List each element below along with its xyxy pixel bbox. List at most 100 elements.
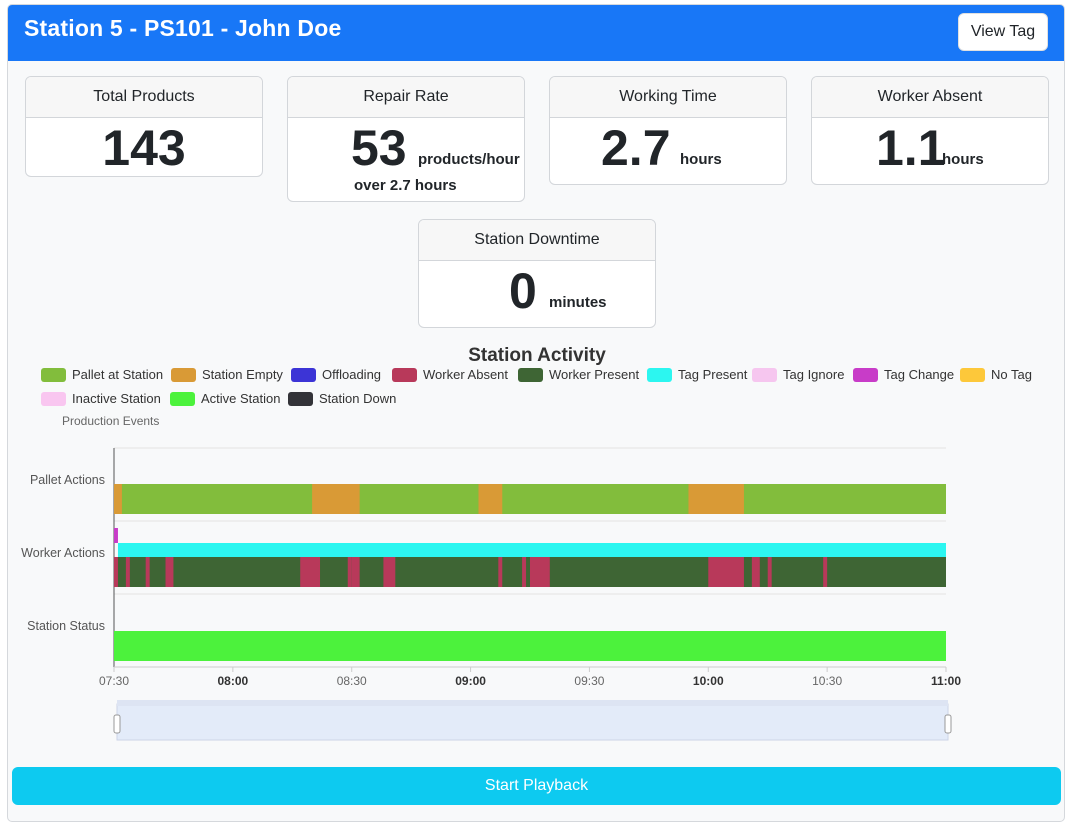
worker-absent-unit: hours (942, 151, 984, 168)
worker-absent-card: Worker Absent 1.1 hours (811, 76, 1049, 185)
worker-absent-segment (708, 557, 744, 587)
legend-label: Tag Present (678, 367, 748, 382)
navigator-top-bar[interactable] (117, 700, 948, 706)
legend-swatch (171, 367, 196, 382)
legend-item-inactive-station[interactable]: Inactive Station (41, 391, 161, 406)
legend-item-offloading[interactable]: Offloading (291, 367, 381, 382)
legend-label: Worker Present (549, 367, 640, 382)
working-time-card: Working Time 2.7 hours (549, 76, 787, 185)
station-card: Station 5 - PS101 - John Doe View Tag To… (7, 4, 1065, 822)
legend-swatch (392, 367, 417, 382)
worker-absent-segment (145, 557, 150, 587)
repair-rate-value: 53 (351, 120, 407, 176)
station-downtime-label: Station Downtime (419, 220, 655, 261)
x-tick-label: 09:00 (455, 674, 486, 688)
legend-item-active-station[interactable]: Active Station (170, 391, 281, 406)
total-products-label: Total Products (26, 77, 262, 118)
repair-rate-sub: over 2.7 hours (354, 177, 457, 194)
legend-label: No Tag (991, 367, 1032, 382)
total-products-value: 143 (102, 120, 186, 176)
x-tick-label: 08:30 (337, 674, 367, 688)
page-title: Station 5 - PS101 - John Doe (24, 15, 342, 41)
total-products-card: Total Products 143 (25, 76, 263, 177)
x-tick-label: 11:00 (931, 674, 961, 688)
legend-swatch (853, 367, 878, 382)
legend-swatch (41, 367, 66, 382)
legend-item-tag-present[interactable]: Tag Present (647, 367, 747, 382)
navigator-left-handle[interactable] (113, 714, 121, 734)
repair-rate-card: Repair Rate 53 products/hour over 2.7 ho… (287, 76, 525, 202)
legend-swatch (291, 367, 316, 382)
range-navigator[interactable] (113, 700, 952, 741)
legend-label: Active Station (201, 391, 281, 406)
legend-label: Tag Ignore (783, 367, 845, 382)
x-tick-label: 10:30 (812, 674, 842, 688)
worker-absent-label: Worker Absent (812, 77, 1048, 118)
legend-label: Offloading (322, 367, 382, 382)
row-label-pallet-actions: Pallet Actions (30, 473, 105, 487)
row-label-station-status: Station Status (27, 619, 105, 633)
view-tag-button[interactable]: View Tag (958, 13, 1048, 51)
station-downtime-unit: minutes (549, 294, 607, 311)
legend-label: Pallet at Station (72, 367, 164, 382)
worker-absent-segment (751, 557, 760, 587)
header-bar: Station 5 - PS101 - John Doe View Tag (8, 5, 1064, 61)
pallet-at-station-segment (114, 484, 946, 514)
worker-absent-segment (114, 557, 118, 587)
worker-absent-segment (530, 557, 550, 587)
worker-absent-segment (823, 557, 828, 587)
legend-label: Inactive Station (72, 391, 161, 406)
worker-absent-segment (767, 557, 772, 587)
legend-swatch (647, 367, 672, 382)
legend-swatch (752, 367, 777, 382)
legend-item-no-tag[interactable]: No Tag (960, 367, 1032, 382)
legend-item-worker-absent[interactable]: Worker Absent (392, 367, 508, 382)
worker-absent-segment (347, 557, 352, 587)
navigator-right-handle[interactable] (944, 714, 952, 734)
legend-label: Worker Absent (423, 367, 509, 382)
worker-absent-segment (125, 557, 130, 587)
tag-change-segment (114, 528, 118, 543)
row-label-worker-actions: Worker Actions (21, 546, 105, 560)
tag-present-segment (117, 543, 946, 557)
x-tick-label: 08:00 (218, 674, 249, 688)
working-time-label: Working Time (550, 77, 786, 118)
repair-rate-unit: products/hour (418, 151, 520, 168)
station-activity-timeline: Production Events Pallet Actions Worker … (21, 414, 961, 741)
legend-item-station-empty[interactable]: Station Empty (171, 367, 283, 382)
legend-swatch (288, 391, 313, 406)
legend-item-pallet-at-station[interactable]: Pallet at Station (41, 367, 163, 382)
legend-item-station-down[interactable]: Station Down (288, 391, 396, 406)
x-tick-label: 09:30 (574, 674, 604, 688)
production-events-caption: Production Events (62, 414, 159, 428)
station-empty-segment (312, 484, 360, 514)
legend-item-tag-change[interactable]: Tag Change (853, 367, 954, 382)
legend-swatch (960, 367, 985, 382)
legend-swatch (41, 391, 66, 406)
legend-label: Tag Change (884, 367, 955, 382)
navigator-window[interactable] (116, 703, 949, 741)
active-station-segment (114, 631, 946, 661)
station-empty-segment (688, 484, 744, 514)
working-time-value: 2.7 (601, 120, 671, 176)
worker-absent-segment (522, 557, 527, 587)
station-empty-segment (478, 484, 503, 514)
worker-absent-value: 1.1 (876, 120, 946, 176)
legend-swatch (170, 391, 195, 406)
legend-item-tag-ignore[interactable]: Tag Ignore (752, 367, 844, 382)
start-playback-button[interactable]: Start Playback (12, 767, 1061, 805)
station-downtime-card: Station Downtime 0 minutes (418, 219, 656, 328)
chart-title: Station Activity (468, 345, 606, 366)
worker-absent-segment (351, 557, 360, 587)
legend-swatch (518, 367, 543, 382)
legend-item-worker-present[interactable]: Worker Present (518, 367, 639, 382)
x-tick-label: 10:00 (693, 674, 724, 688)
legend-label: Station Down (319, 391, 397, 406)
worker-absent-segment (383, 557, 396, 587)
working-time-unit: hours (680, 151, 722, 168)
station-downtime-value: 0 (509, 263, 537, 319)
worker-absent-segment (300, 557, 321, 587)
x-tick-label: 07:30 (99, 674, 129, 688)
repair-rate-label: Repair Rate (288, 77, 524, 118)
worker-absent-segment (498, 557, 503, 587)
